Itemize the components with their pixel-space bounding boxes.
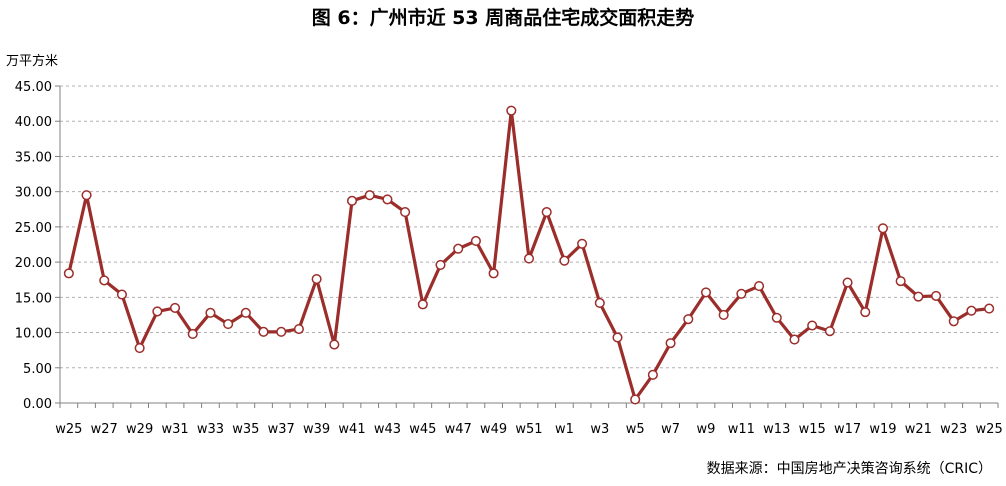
data-point <box>116 289 127 300</box>
data-point <box>931 290 942 301</box>
data-point <box>966 305 977 316</box>
x-tick-label: w49 <box>480 422 507 437</box>
x-tick-label: w3 <box>590 422 609 437</box>
data-point <box>311 273 322 285</box>
data-markers <box>63 105 995 405</box>
x-tick-label: w9 <box>697 422 716 437</box>
x-tick-label: w11 <box>728 422 755 437</box>
x-tick-label: w45 <box>409 422 436 437</box>
data-point <box>895 276 906 287</box>
y-tick-label: 20.00 <box>15 256 52 271</box>
data-point <box>612 332 623 343</box>
data-point <box>258 326 269 337</box>
x-tick-label: w27 <box>91 422 118 437</box>
x-tick-label: w31 <box>161 422 188 437</box>
data-point <box>523 253 535 264</box>
data-point <box>293 323 304 335</box>
x-tick-label: w13 <box>763 422 790 437</box>
x-tick-label: w29 <box>126 422 153 437</box>
data-point <box>647 369 658 380</box>
data-point <box>346 195 358 206</box>
data-point <box>807 320 818 331</box>
x-tick-label: w17 <box>834 422 861 437</box>
data-point <box>364 190 375 201</box>
axes <box>55 85 999 408</box>
data-point <box>63 268 74 279</box>
data-point <box>329 339 340 350</box>
y-axis-unit-label: 万平方米 <box>6 54 59 69</box>
y-tick-label: 15.00 <box>15 291 52 306</box>
data-point <box>470 235 481 247</box>
data-point <box>134 343 145 354</box>
data-point <box>152 306 163 317</box>
x-tick-labels: w25 w27 w29 w31 w33 w35 w37 w39 w41 w43 w45 w47 w49 w… <box>55 422 1002 437</box>
data-point <box>541 207 552 218</box>
data-point <box>382 194 393 205</box>
x-tick-label: w37 <box>268 422 295 437</box>
data-point <box>789 334 800 345</box>
source-note: 数据来源：中国房地产决策咨询系统（CRIC） <box>706 461 992 477</box>
data-point <box>665 338 676 349</box>
data-point <box>860 307 871 318</box>
x-tick-label: w35 <box>232 422 259 437</box>
data-point <box>913 291 924 302</box>
y-tick-label: 30.00 <box>15 186 52 201</box>
y-tick-label: 45.00 <box>15 80 52 95</box>
x-tick-label: w15 <box>799 422 826 437</box>
data-point <box>594 297 605 309</box>
y-tick-label: 0.00 <box>23 397 52 412</box>
data-point <box>842 277 853 288</box>
data-point <box>559 255 570 266</box>
data-point <box>187 328 198 340</box>
x-tick-label: w5 <box>626 422 645 437</box>
x-tick-label: w23 <box>940 422 967 437</box>
data-point <box>736 288 747 299</box>
chart-title: 图 6：广州市近 53 周商品住宅成交面积走势 <box>311 7 695 29</box>
x-tick-label: w39 <box>303 422 330 437</box>
data-point <box>700 287 712 298</box>
x-tick-label: w21 <box>905 422 932 437</box>
data-point <box>718 309 729 320</box>
data-point <box>577 238 588 249</box>
data-point <box>824 326 835 337</box>
data-point <box>488 268 499 279</box>
data-point <box>506 105 517 116</box>
data-point <box>435 259 446 270</box>
x-tick-label: w25 <box>976 422 1003 437</box>
x-tick-label: w43 <box>374 422 401 437</box>
x-tick-label: w1 <box>555 422 574 437</box>
data-point <box>984 303 995 314</box>
data-point <box>683 314 694 325</box>
x-tick-label: w41 <box>338 422 365 437</box>
x-tick-label: w25 <box>55 422 82 437</box>
data-point <box>400 207 411 218</box>
data-point <box>771 312 782 323</box>
x-tick-label: w19 <box>869 422 896 437</box>
data-point <box>276 326 287 337</box>
data-point <box>240 307 251 318</box>
data-point <box>223 319 234 330</box>
data-point <box>948 316 959 327</box>
data-point <box>877 223 889 234</box>
data-point <box>99 275 110 286</box>
y-tick-label: 25.00 <box>15 221 52 236</box>
data-point <box>630 394 641 405</box>
y-tick-labels: 0.00 5.00 10.00 15.00 20.00 25.00 30.00 35.00 40… <box>15 80 52 412</box>
y-tick-label: 5.00 <box>23 362 52 377</box>
x-tick-label: w7 <box>661 422 680 437</box>
data-point <box>81 190 92 201</box>
data-point <box>169 302 181 313</box>
x-tick-label: w33 <box>197 422 224 437</box>
y-tick-label: 35.00 <box>15 150 52 165</box>
x-tick-label: w47 <box>445 422 472 437</box>
data-point <box>205 307 216 318</box>
data-point <box>453 243 464 254</box>
x-tick-label: w51 <box>515 422 542 437</box>
y-tick-label: 10.00 <box>15 327 52 342</box>
y-tick-label: 40.00 <box>15 115 52 130</box>
data-point <box>754 281 765 292</box>
data-point <box>417 299 428 310</box>
